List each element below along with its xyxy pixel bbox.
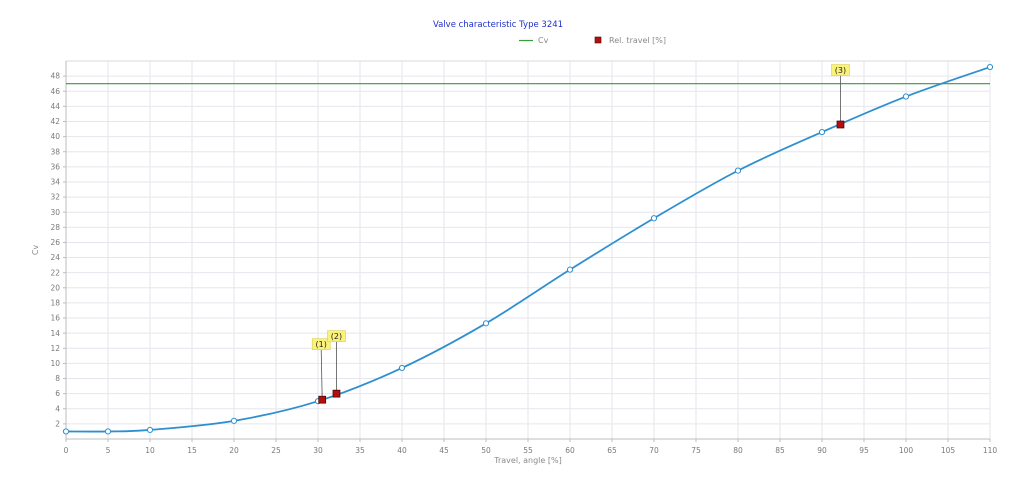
curve-point-90	[818, 128, 826, 136]
x-tick-label-65: 65	[607, 446, 617, 455]
y-tick-label-10: 10	[50, 359, 60, 368]
y-tick-label-16: 16	[50, 314, 60, 323]
y-tick-label-20: 20	[50, 283, 60, 292]
curve-point-100	[902, 93, 910, 100]
y-tick-label-30: 30	[50, 208, 60, 217]
x-tick-label-5: 5	[106, 446, 111, 455]
x-tick-label-45: 45	[439, 446, 449, 455]
x-tick-label-35: 35	[355, 446, 365, 455]
x-tick-label-60: 60	[565, 446, 575, 455]
legend-cv-label: Cv	[538, 36, 549, 45]
y-tick-label-28: 28	[50, 223, 60, 232]
x-tick-label-100: 100	[899, 446, 914, 455]
curve-point-70	[650, 215, 658, 222]
callout-box-1	[311, 338, 331, 350]
valve-curve	[62, 63, 994, 435]
y-tick-label-14: 14	[50, 329, 60, 338]
y-tick-label-34: 34	[50, 178, 60, 187]
rel-travel-markers	[318, 120, 845, 404]
callout-leader-1	[320, 349, 323, 400]
curve-point-5	[104, 428, 112, 435]
legend: Cv Rel. travel [%]	[519, 36, 666, 45]
curve-point-60	[566, 266, 574, 273]
chart-title: Valve characteristic Type 3241	[433, 20, 563, 30]
y-tick-label-32: 32	[50, 193, 60, 202]
grid	[65, 61, 991, 439]
curve-point-50	[482, 320, 490, 327]
y-tick-label-6: 6	[55, 389, 60, 398]
x-tick-label-55: 55	[523, 446, 533, 455]
x-tick-label-15: 15	[187, 446, 197, 455]
y-tick-label-2: 2	[55, 419, 60, 428]
x-tick-label-50: 50	[481, 446, 491, 455]
y-tick-label-24: 24	[50, 253, 60, 262]
x-axis-title: Travel, angle [%]	[493, 456, 561, 465]
y-tick-label-22: 22	[50, 268, 60, 277]
y-tick-label-12: 12	[50, 344, 60, 353]
x-tick-label-0: 0	[64, 446, 69, 455]
x-tick-label-75: 75	[691, 446, 701, 455]
x-tick-label-10: 10	[145, 446, 155, 455]
y-tick-label-38: 38	[50, 147, 60, 156]
x-tick-label-90: 90	[817, 446, 827, 455]
rel-travel-marker-2	[332, 389, 341, 398]
y-tick-label-18: 18	[50, 299, 60, 308]
y-tick-labels: 2468101214161820222426283032343638404244…	[50, 72, 66, 428]
x-tick-label-70: 70	[649, 446, 659, 455]
callout-box-3	[831, 64, 850, 76]
x-tick-label-40: 40	[397, 446, 407, 455]
callouts: (1) (2) (3)	[311, 64, 850, 400]
x-tick-label-25: 25	[271, 446, 281, 455]
x-tick-label-105: 105	[941, 446, 956, 455]
y-axis-title: Cv	[31, 245, 40, 256]
y-tick-label-26: 26	[50, 238, 60, 247]
y-tick-label-40: 40	[50, 132, 60, 141]
curve-point-110	[986, 63, 994, 71]
curve-point-10	[146, 426, 154, 434]
x-tick-label-95: 95	[859, 446, 869, 455]
y-tick-label-42: 42	[50, 117, 60, 126]
x-tick-label-80: 80	[733, 446, 743, 455]
x-tick-label-20: 20	[229, 446, 239, 455]
y-tick-label-4: 4	[55, 404, 60, 413]
callout-box-2	[327, 330, 346, 342]
rel-travel-marker-3	[836, 120, 845, 129]
y-tick-label-44: 44	[50, 102, 60, 111]
x-tick-label-110: 110	[983, 446, 998, 455]
callout-label-3: (3)	[835, 66, 846, 75]
y-tick-label-46: 46	[50, 87, 60, 96]
legend-rel-travel-swatch	[594, 36, 602, 44]
callout-label-2: (2)	[331, 332, 342, 341]
x-tick-labels: 0 5 10 15 20 25 30 35 40 45 50 55 60 65 70 75 80 85 90 95 10…	[64, 439, 998, 455]
x-tick-label-85: 85	[775, 446, 785, 455]
y-tick-label-48: 48	[50, 72, 60, 81]
curve-point-80	[734, 167, 742, 174]
x-tick-label-30: 30	[313, 446, 323, 455]
legend-rel-travel-label: Rel. travel [%]	[609, 36, 666, 45]
callout-label-1: (1)	[316, 340, 327, 349]
curve-point-40	[398, 364, 406, 372]
curve-point-20	[230, 417, 238, 424]
y-tick-label-8: 8	[55, 374, 60, 383]
y-tick-label-36: 36	[50, 162, 60, 171]
rel-travel-marker-1	[318, 395, 327, 404]
curve-point-0	[62, 428, 70, 435]
